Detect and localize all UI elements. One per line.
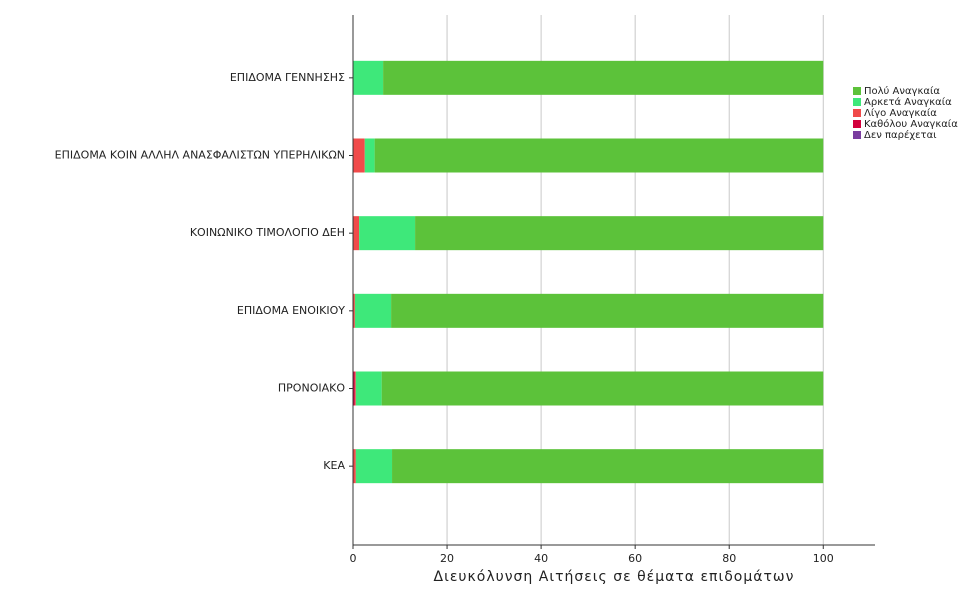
y-tick-label: ΕΠΙΔΟΜΑ ΚΟΙΝ ΑΛΛΗΛ ΑΝΑΣΦΑΛΙΣΤΩΝ ΥΠΕΡΗΛΙΚ… <box>55 149 345 162</box>
bar-segment <box>354 293 392 328</box>
bar-segment <box>355 449 393 484</box>
legend-label: Αρκετά Αναγκαία <box>864 96 952 108</box>
bar-segment <box>381 371 824 406</box>
legend-swatch <box>853 131 861 139</box>
bar-segment <box>353 216 360 251</box>
bar-segment <box>353 371 355 406</box>
bar-segment <box>353 138 365 173</box>
legend-label: Δεν παρέχεται <box>864 129 937 141</box>
bar-segment <box>353 60 384 95</box>
x-tick-label: 80 <box>722 552 736 565</box>
bar-segment <box>353 449 356 484</box>
bar-segment <box>374 138 824 173</box>
bar-segment <box>354 371 356 406</box>
x-tick-label: 60 <box>628 552 642 565</box>
x-tick-label: 20 <box>440 552 454 565</box>
bar-segment <box>359 216 416 251</box>
bar-segment <box>392 449 824 484</box>
legend-label: Πολύ Αναγκαία <box>864 85 940 97</box>
bar-segment <box>355 371 382 406</box>
legend-swatch <box>853 87 861 95</box>
y-tick-label: ΚΟΙΝΩΝΙΚΟ ΤΙΜΟΛΟΓΙΟ ΔΕΗ <box>190 226 345 239</box>
legend-swatch <box>853 98 861 106</box>
y-tick-label: ΕΠΙΔΟΜΑ ΓΕΝΝΗΣΗΣ <box>230 71 345 84</box>
bar-segment <box>415 216 824 251</box>
x-axis-label: Διευκόλυνση Αιτήσεις σε θέματα επιδομάτω… <box>434 569 795 585</box>
y-tick-label: ΠΡΟΝΟΙΑΚΟ <box>278 382 345 395</box>
bar-segment <box>391 293 824 328</box>
y-tick-label: ΕΠΙΔΟΜΑ ΕΝΟΙΚΙΟΥ <box>237 304 345 317</box>
bar-segment <box>353 293 355 328</box>
legend-swatch <box>853 120 861 128</box>
x-tick-label: 40 <box>534 552 548 565</box>
y-tick-label: ΚΕΑ <box>323 459 345 472</box>
x-tick-label: 0 <box>350 552 357 565</box>
x-tick-label: 100 <box>813 552 834 565</box>
legend-swatch <box>853 109 861 117</box>
legend-label: Λίγο Αναγκαία <box>864 107 937 119</box>
bar-segment <box>364 138 375 173</box>
legend-label: Καθόλου Αναγκαία <box>864 118 958 130</box>
bar-segment <box>383 60 824 95</box>
